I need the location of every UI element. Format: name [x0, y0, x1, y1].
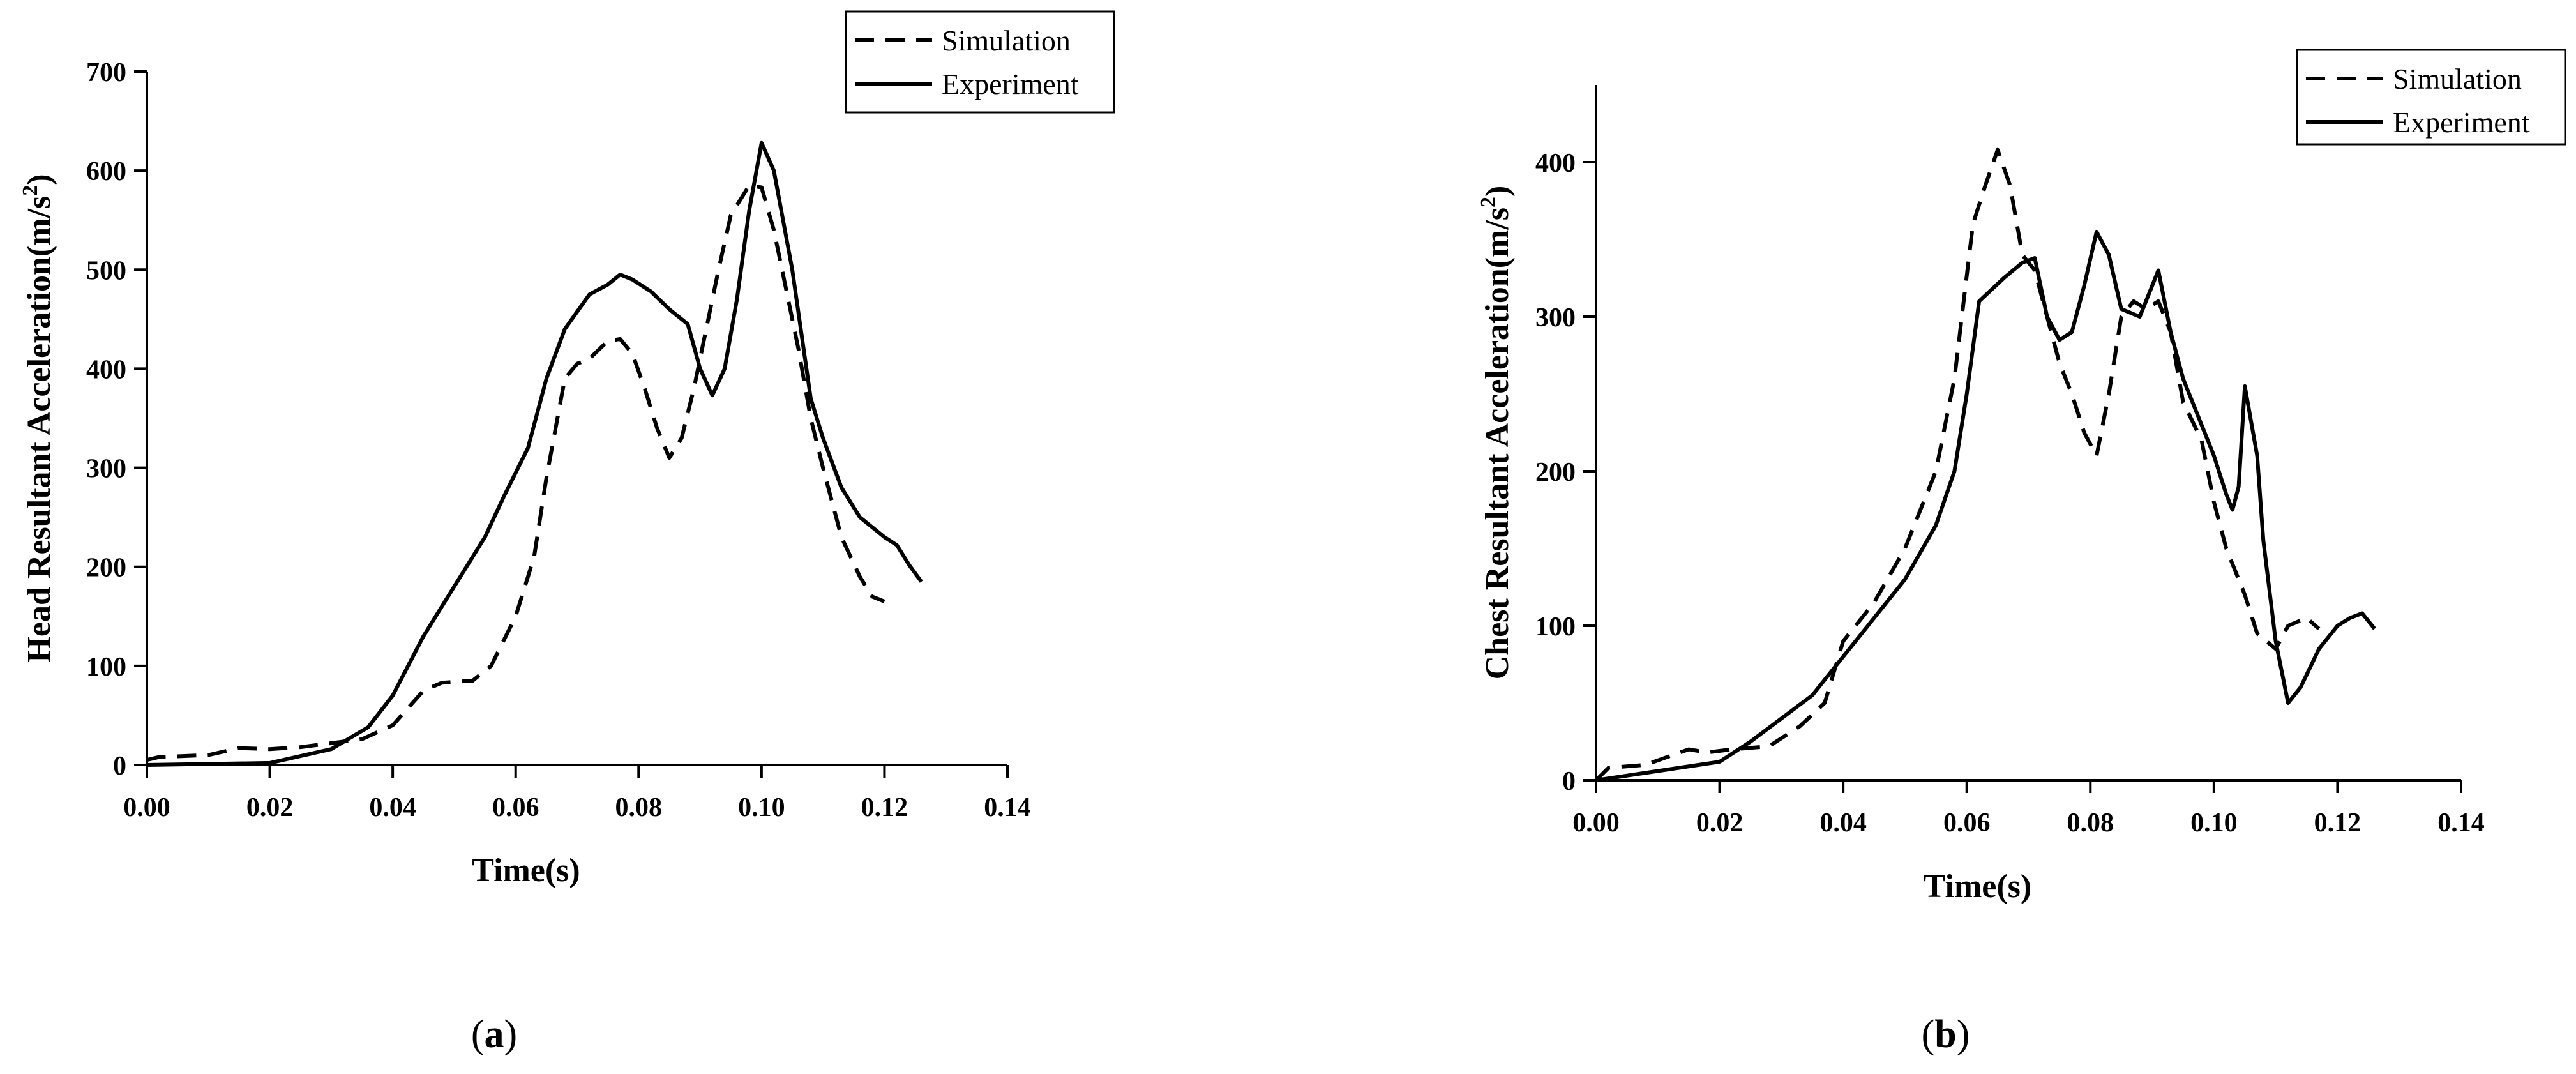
y-tick-label: 700: [86, 58, 126, 87]
series-line-experiment: [146, 140, 923, 767]
legend-label-simulation: Simulation: [2393, 63, 2522, 95]
panel-label-letter: a: [485, 1013, 504, 1056]
series-line-experiment: [1595, 229, 2376, 782]
panel-label-open: (: [471, 1013, 485, 1056]
x-tick-label: 0.10: [738, 793, 785, 822]
x-tick-label: 0.04: [1819, 808, 1867, 838]
series-line-simulation: [1594, 147, 2321, 782]
x-tick-label: 0.00: [123, 793, 170, 822]
y-tick-label: 0: [113, 752, 126, 781]
legend-label-experiment: Experiment: [942, 68, 1079, 100]
x-tick-label: 0.06: [492, 793, 539, 822]
y-axis-title-superscript: 2: [19, 185, 42, 196]
panel-label: (b): [1922, 1013, 1970, 1056]
panel-label: (a): [471, 1013, 517, 1056]
y-axis-title-main: Chest Resultant Acceleration(m/s: [1479, 208, 1516, 679]
legend-label-simulation: Simulation: [942, 24, 1071, 57]
y-axis-title-superscript: 2: [1477, 197, 1500, 208]
x-tick-label: 0.04: [369, 793, 416, 822]
x-tick-label: 0.12: [2314, 808, 2361, 838]
y-tick-label: 400: [1535, 149, 1576, 178]
series-line-simulation: [146, 183, 885, 762]
x-tick-label: 0.02: [1696, 808, 1744, 838]
y-tick-label: 200: [86, 554, 126, 583]
panel-label-close: ): [1957, 1013, 1970, 1056]
y-tick-label: 200: [1535, 458, 1576, 487]
legend-box: [2296, 49, 2566, 146]
chart-head-acceleration: 0.00 0.02 0.04 0.06 0.08 0.10 0.12 0.14 0 100 200 3…: [19, 10, 1115, 1056]
y-tick-label: 600: [86, 157, 126, 186]
y-tick-label: 300: [1535, 303, 1576, 333]
chart-chest-acceleration: 0.00 0.02 0.04 0.06 0.08 0.10 0.12 0.14 0 100 200 3…: [1477, 49, 2566, 1056]
y-axis-title-close: ): [21, 174, 57, 185]
x-tick-label: 0.02: [246, 793, 294, 822]
x-tick-label: 0.06: [1943, 808, 1991, 838]
x-tick-label: 0.10: [2190, 808, 2238, 838]
legend-label-experiment: Experiment: [2393, 106, 2530, 139]
y-tick-label: 300: [86, 455, 126, 484]
y-axis-title: Head Resultant Acceleration(m/s2): [19, 174, 57, 662]
x-tick-label: 0.08: [615, 793, 663, 822]
panel-label-close: ): [504, 1013, 518, 1056]
y-tick-label: 100: [86, 653, 126, 682]
legend-box: [845, 10, 1115, 114]
y-tick-label: 500: [86, 256, 126, 285]
x-axis-title: Time(s): [1924, 868, 2031, 905]
y-tick-label: 0: [1562, 767, 1576, 796]
x-axis-title: Time(s): [472, 852, 580, 889]
x-tick-label: 0.12: [861, 793, 908, 822]
x-tick-label: 0.08: [2067, 808, 2114, 838]
x-tick-label: 0.14: [2437, 808, 2485, 838]
y-tick-label: 400: [86, 355, 126, 384]
panel-label-letter: b: [1934, 1013, 1956, 1056]
panel-label-open: (: [1922, 1013, 1935, 1056]
y-axis-title-close: ): [1479, 186, 1516, 197]
y-axis-title: Chest Resultant Acceleration(m/s2): [1477, 186, 1516, 680]
y-tick-label: 100: [1535, 612, 1576, 642]
x-tick-label: 0.00: [1572, 808, 1620, 838]
y-axis-title-main: Head Resultant Acceleration(m/s: [21, 196, 57, 663]
x-tick-label: 0.14: [984, 793, 1031, 822]
